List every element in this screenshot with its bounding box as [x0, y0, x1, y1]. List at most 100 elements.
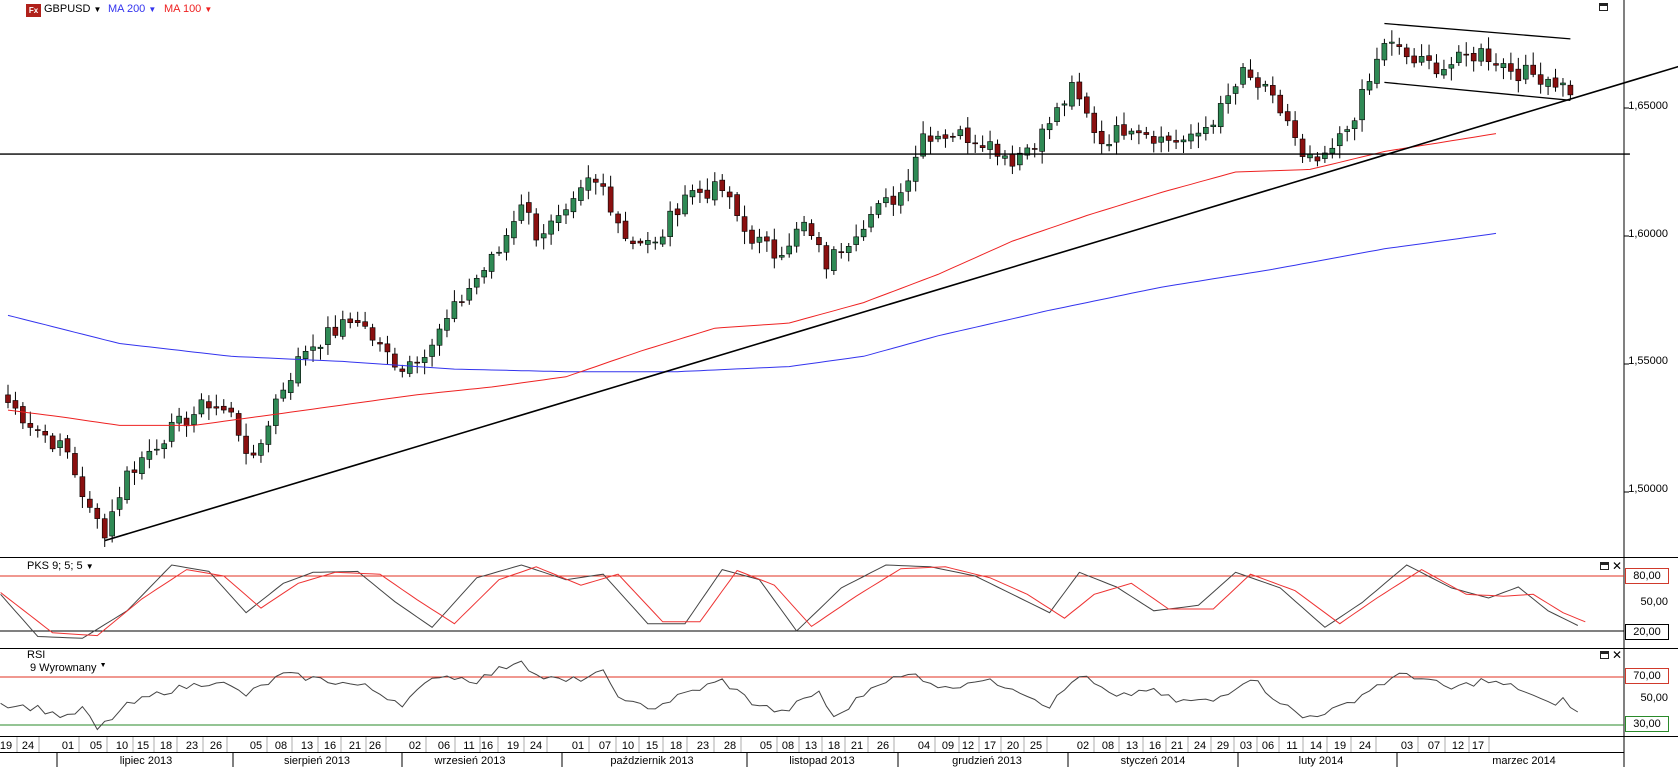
rsi-sub-label: 9 Wyrownany — [30, 662, 97, 674]
candle — [578, 187, 584, 201]
candle — [1537, 74, 1544, 85]
candle — [1284, 111, 1291, 122]
day-label: 12 — [1452, 740, 1464, 752]
candle — [1418, 56, 1425, 63]
ma200-selector[interactable]: MA 200 ▼ — [108, 3, 156, 15]
month-label: luty 2014 — [1299, 755, 1344, 767]
candle — [1054, 107, 1060, 122]
candle — [1381, 43, 1388, 61]
candle — [704, 189, 711, 199]
day-label: 02 — [1077, 740, 1089, 752]
candle — [421, 357, 428, 363]
maximize-icon[interactable] — [1599, 3, 1608, 11]
candle — [20, 406, 26, 424]
candle — [325, 327, 331, 345]
candle — [1456, 51, 1462, 63]
candle — [287, 380, 294, 393]
candle — [1552, 77, 1559, 88]
candle — [808, 223, 815, 236]
oscillator-label: PKS 9; 5; 5 — [27, 560, 83, 572]
candle — [645, 240, 651, 245]
candle — [1002, 155, 1008, 159]
candle — [831, 249, 837, 271]
osc-tick-label: 50,00 — [1640, 596, 1668, 608]
candle — [94, 507, 101, 519]
candle — [1180, 139, 1187, 143]
candle — [1485, 48, 1492, 63]
candle — [585, 177, 592, 191]
candle — [1121, 124, 1127, 136]
chevron-down-icon: ▼ — [99, 662, 107, 669]
candle — [1017, 152, 1023, 166]
candle — [525, 202, 532, 213]
day-label: 08 — [1102, 740, 1114, 752]
day-label: 08 — [782, 740, 794, 752]
candle — [637, 240, 644, 244]
candle — [734, 194, 740, 216]
candle — [1128, 130, 1135, 135]
candle — [726, 191, 733, 198]
candle — [317, 346, 324, 349]
symbol-selector[interactable]: GBPUSD ▼ — [44, 3, 101, 15]
maximize-icon[interactable] — [1600, 651, 1609, 659]
candle — [459, 301, 465, 303]
day-label: 23 — [697, 740, 709, 752]
day-label: 18 — [828, 740, 840, 752]
close-icon[interactable]: ✕ — [1612, 648, 1623, 662]
rsi-settings-selector[interactable]: 9 Wyrownany ▼ — [30, 662, 107, 674]
day-label: 15 — [646, 740, 658, 752]
candle — [12, 400, 19, 409]
candle — [1195, 132, 1202, 137]
candle — [682, 194, 688, 215]
day-label: 05 — [90, 740, 102, 752]
candle — [1158, 136, 1164, 143]
candle — [1463, 53, 1470, 56]
candle — [875, 203, 882, 215]
candle — [659, 236, 666, 245]
candle — [652, 241, 659, 244]
day-label: 21 — [851, 740, 863, 752]
candle — [607, 186, 614, 213]
candle — [265, 425, 272, 445]
day-label: 10 — [622, 740, 634, 752]
day-label: 16 — [1149, 740, 1161, 752]
candle — [540, 233, 547, 239]
close-icon[interactable]: ✕ — [1612, 559, 1623, 573]
day-label: 03 — [1401, 740, 1413, 752]
candle — [206, 401, 212, 409]
ma100-selector[interactable]: MA 100 ▼ — [164, 3, 212, 15]
month-label: grudzień 2013 — [952, 755, 1022, 767]
candle — [1530, 64, 1536, 75]
candle — [1545, 78, 1551, 87]
candle — [183, 417, 190, 427]
day-label: 28 — [724, 740, 736, 752]
day-label: 08 — [275, 740, 287, 752]
candle — [139, 457, 145, 474]
candle — [295, 356, 301, 384]
candle — [1448, 64, 1455, 69]
day-label: 24 — [22, 740, 34, 752]
maximize-icon[interactable] — [1600, 562, 1609, 570]
candle — [778, 255, 785, 258]
candle — [905, 180, 912, 192]
rsi-tick-label: 50,00 — [1640, 692, 1668, 704]
osc-d-line — [0, 566, 1586, 637]
candle — [347, 318, 354, 324]
candle — [72, 453, 78, 476]
candle — [1098, 130, 1105, 145]
candle — [756, 236, 763, 243]
day-label: 20 — [1007, 740, 1019, 752]
day-label: 13 — [1126, 740, 1138, 752]
candle — [1500, 63, 1507, 69]
candle — [1567, 84, 1574, 96]
candle — [273, 398, 279, 426]
candle — [1389, 41, 1395, 44]
candle — [1091, 112, 1098, 133]
candle — [1403, 47, 1410, 58]
day-label: 13 — [805, 740, 817, 752]
candle — [64, 438, 71, 453]
candle — [1374, 58, 1380, 84]
candle — [503, 235, 510, 253]
oscillator-selector[interactable]: PKS 9; 5; 5 ▼ — [27, 560, 94, 572]
candle — [1255, 77, 1261, 88]
